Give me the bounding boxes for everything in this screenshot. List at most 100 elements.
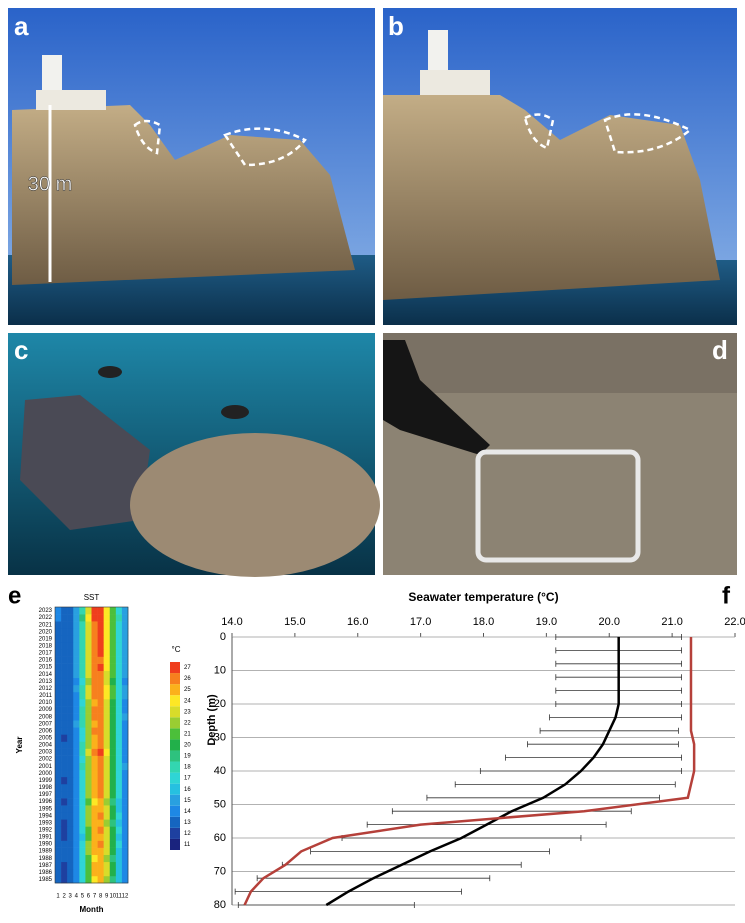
heatmap-cell xyxy=(122,628,128,635)
heatmap-cell xyxy=(98,607,104,614)
colorbar-tick-label: 25 xyxy=(184,687,191,693)
heatmap-cell xyxy=(73,635,79,642)
heatmap-cell xyxy=(61,812,67,819)
heatmap-cell xyxy=(55,876,61,883)
x-tick-label: 19.0 xyxy=(536,616,557,628)
heatmap-cell xyxy=(92,756,98,763)
heatmap-cell xyxy=(110,657,116,664)
y-tick-label: 2008 xyxy=(39,714,53,720)
heatmap-cell xyxy=(67,819,73,826)
heatmap-cell xyxy=(122,649,128,656)
heatmap-cell xyxy=(67,791,73,798)
panel-label: e xyxy=(8,582,21,609)
heatmap-cell xyxy=(98,855,104,862)
heatmap-cell xyxy=(98,784,104,791)
heatmap-cell xyxy=(61,678,67,685)
heatmap-cell xyxy=(79,812,85,819)
colorbar-tick-label: 21 xyxy=(184,731,191,737)
heatmap-cell xyxy=(92,706,98,713)
x-tick-label: 4 xyxy=(75,894,79,900)
heatmap-cell xyxy=(122,614,128,621)
heatmap-cell xyxy=(79,876,85,883)
heatmap-cell xyxy=(85,791,91,798)
heatmap-cell xyxy=(79,635,85,642)
heatmap-cell xyxy=(73,692,79,699)
heatmap-cell xyxy=(92,855,98,862)
heatmap-cell xyxy=(92,628,98,635)
x-tick-label: 20.0 xyxy=(599,616,620,628)
heatmap-cell xyxy=(55,777,61,784)
heatmap-cell xyxy=(92,642,98,649)
colorbar-swatch xyxy=(170,773,180,784)
heatmap-cell xyxy=(98,720,104,727)
y-tick-label: 70 xyxy=(214,865,226,877)
heatmap-cell xyxy=(98,819,104,826)
heatmap-cell xyxy=(92,777,98,784)
heatmap-cell xyxy=(110,706,116,713)
heatmap-cell xyxy=(73,713,79,720)
y-tick-label: 2004 xyxy=(39,743,53,749)
heatmap-cell xyxy=(104,777,110,784)
heatmap-cell xyxy=(79,784,85,791)
y-tick-label: 2007 xyxy=(39,721,53,727)
heatmap-cell xyxy=(116,855,122,862)
heatmap-cell xyxy=(55,649,61,656)
heatmap-cell xyxy=(98,770,104,777)
heatmap-cell xyxy=(92,614,98,621)
heatmap-cell xyxy=(104,862,110,869)
heatmap-cell xyxy=(116,713,122,720)
colorbar-swatch xyxy=(170,695,180,706)
x-tick-label: 9 xyxy=(105,894,109,900)
heatmap-cell xyxy=(92,876,98,883)
heatmap-cell xyxy=(61,826,67,833)
heatmap-cell xyxy=(122,869,128,876)
heatmap-cell xyxy=(61,664,67,671)
heatmap-cell xyxy=(110,770,116,777)
heatmap-cell xyxy=(98,671,104,678)
colorbar-swatch xyxy=(170,839,180,850)
heatmap-cell xyxy=(55,756,61,763)
heatmap-cell xyxy=(73,833,79,840)
heatmap-cell xyxy=(92,812,98,819)
heatmap-cell xyxy=(98,812,104,819)
heatmap-cell xyxy=(73,699,79,706)
heatmap-cell xyxy=(116,876,122,883)
y-tick-label: 1986 xyxy=(39,870,53,876)
heatmap-cell xyxy=(79,628,85,635)
heatmap-cell xyxy=(110,756,116,763)
heatmap-cell xyxy=(85,671,91,678)
panel-label: d xyxy=(712,335,728,365)
colorbar-swatch xyxy=(170,817,180,828)
heatmap-cell xyxy=(110,876,116,883)
heatmap-cell xyxy=(61,720,67,727)
heatmap-cell xyxy=(61,635,67,642)
heatmap-cell xyxy=(122,657,128,664)
heatmap-cell xyxy=(110,642,116,649)
heatmap-cell xyxy=(61,855,67,862)
heatmap-cell xyxy=(79,756,85,763)
heatmap-cell xyxy=(104,664,110,671)
heatmap-cell xyxy=(98,685,104,692)
heatmap-cell xyxy=(110,692,116,699)
heatmap-cell xyxy=(61,833,67,840)
colorbar-swatch xyxy=(170,828,180,839)
heatmap-cell xyxy=(67,848,73,855)
heatmap-cell xyxy=(61,607,67,614)
heatmap-cell xyxy=(55,664,61,671)
heatmap-cell xyxy=(110,614,116,621)
y-tick-label: 1991 xyxy=(39,835,53,841)
y-tick-label: 2002 xyxy=(39,757,53,763)
heatmap-cell xyxy=(98,734,104,741)
heatmap-cell xyxy=(116,826,122,833)
heatmap-cell xyxy=(92,671,98,678)
heatmap-cell xyxy=(85,706,91,713)
y-tick-label: 1990 xyxy=(39,842,53,848)
heatmap-cell xyxy=(104,628,110,635)
heatmap-cell xyxy=(55,862,61,869)
colorbar-tick-label: 18 xyxy=(184,765,191,771)
heatmap-cell xyxy=(98,657,104,664)
heatmap-cell xyxy=(104,876,110,883)
heatmap-cell xyxy=(79,621,85,628)
heatmap-cell xyxy=(104,699,110,706)
heatmap-cell xyxy=(73,628,79,635)
